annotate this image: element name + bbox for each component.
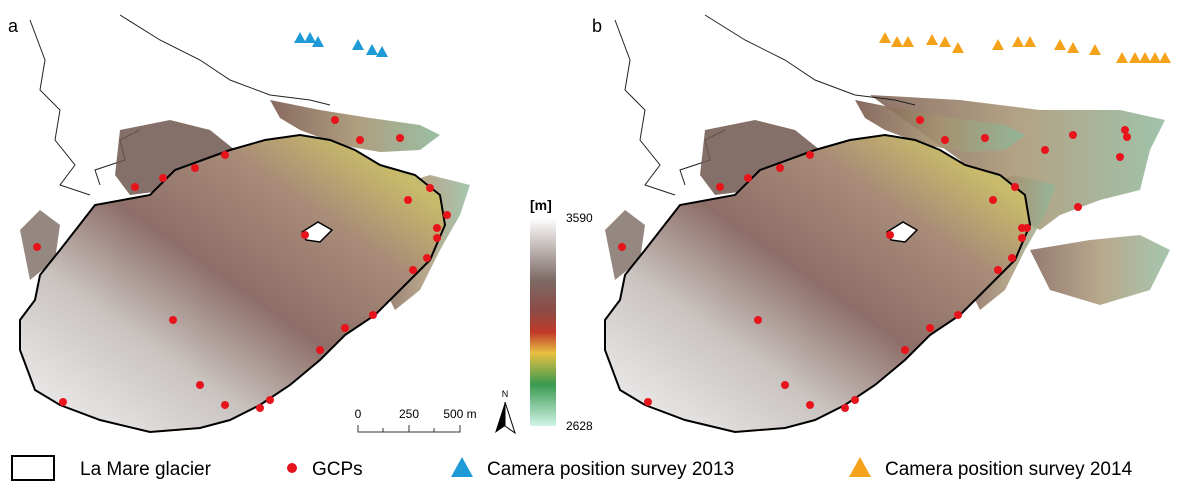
north-label: N xyxy=(502,389,509,399)
camera-2014 xyxy=(879,32,1171,63)
scale-label: 0 xyxy=(355,407,362,421)
legend: La Mare glacier GCPs Camera position sur… xyxy=(11,455,1133,481)
terrain xyxy=(1030,235,1170,305)
scale-bar: 0 250 500 m xyxy=(355,407,477,433)
legend-label: La Mare glacier xyxy=(80,459,212,480)
legend-label: GCPs xyxy=(312,459,363,480)
gcps xyxy=(1011,126,1131,232)
panel-label: a xyxy=(8,16,19,36)
map xyxy=(19,14,471,433)
scale-label: 500 m xyxy=(443,407,476,421)
colorbar: [m] 3590 2628 xyxy=(530,197,593,433)
camera-2013 xyxy=(294,32,388,57)
gcps xyxy=(426,184,451,219)
north-arrow: N xyxy=(495,389,516,435)
colorbar-min: 2628 xyxy=(566,419,593,433)
colorbar-max: 3590 xyxy=(566,211,593,225)
panel-label: b xyxy=(592,16,602,36)
legend-label: Camera position survey 2014 xyxy=(885,459,1133,480)
panel-b: b xyxy=(592,14,1171,433)
legend-label: Camera position survey 2013 xyxy=(487,459,734,480)
colorbar-ramp xyxy=(530,218,556,426)
panel-a: a xyxy=(8,14,471,433)
map xyxy=(604,14,1056,433)
colorbar-unit: [m] xyxy=(530,197,552,213)
scale-label: 250 xyxy=(399,407,419,421)
